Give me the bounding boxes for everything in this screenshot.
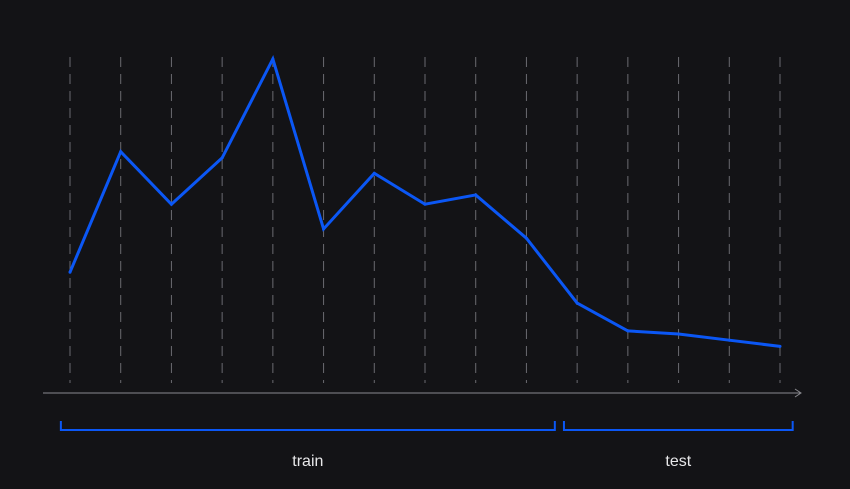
- train-label: train: [292, 453, 323, 470]
- data-point-9: [474, 193, 478, 197]
- data-point-5: [271, 57, 275, 61]
- data-point-8: [423, 202, 427, 206]
- data-point-3: [169, 202, 173, 206]
- data-points: [68, 57, 782, 348]
- data-point-4: [220, 156, 224, 160]
- grid-lines: [69, 57, 781, 383]
- test-label: test: [665, 453, 691, 470]
- data-point-14: [727, 338, 731, 342]
- x-axis: [43, 388, 802, 398]
- data-point-1: [68, 270, 72, 274]
- segment-brackets: train test: [59, 421, 794, 470]
- data-point-10: [524, 236, 528, 240]
- data-point-13: [677, 332, 681, 336]
- data-point-6: [322, 227, 326, 231]
- x-axis-arrowhead: [794, 388, 802, 398]
- data-point-15: [778, 344, 782, 348]
- data-point-2: [119, 150, 123, 154]
- data-point-7: [372, 171, 376, 175]
- test-bracket: [562, 421, 794, 431]
- train-bracket: [59, 421, 556, 431]
- data-point-11: [575, 301, 579, 305]
- data-point-12: [626, 329, 630, 333]
